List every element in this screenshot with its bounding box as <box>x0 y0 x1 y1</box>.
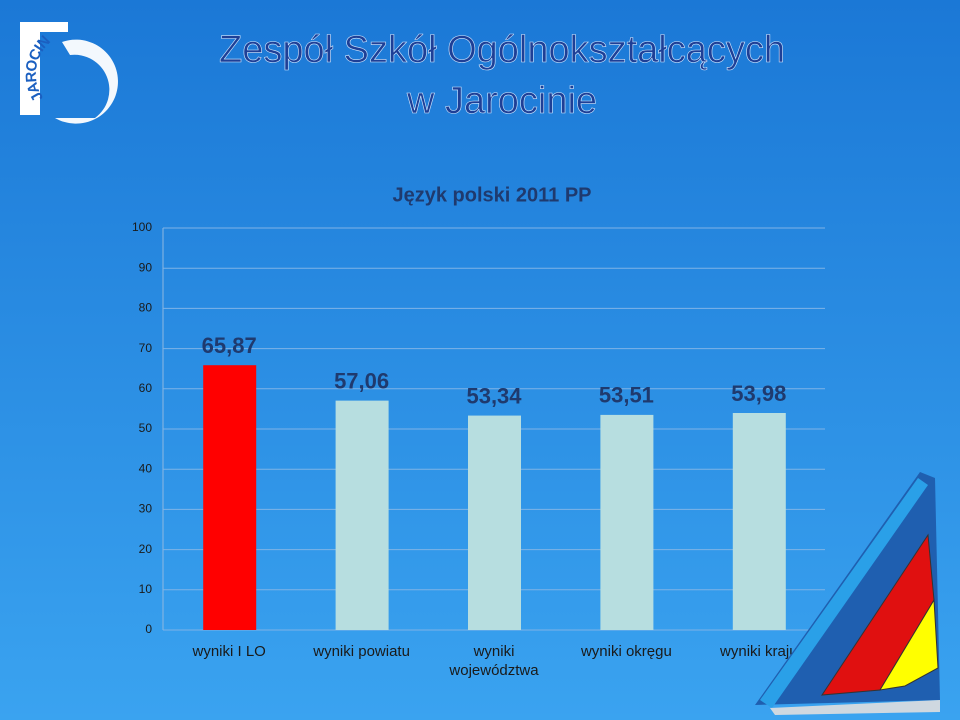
x-tick-label-box: wyniki powiatu <box>313 643 410 660</box>
slide-title: Zespół Szkół Ogólnokształcących <box>219 29 785 71</box>
data-label: 57,06 <box>334 368 389 393</box>
x-tick-label: wyniki kraju <box>720 643 798 660</box>
x-tick-label-box: wyniki I LO <box>192 643 266 660</box>
x-tick-label-box: wyniki kraju <box>720 643 798 660</box>
y-tick-label: 0 <box>145 622 152 636</box>
y-tick-label: 20 <box>139 542 153 556</box>
x-tick-label: wyniki powiatu <box>313 643 410 660</box>
data-label: 53,34 <box>466 383 522 408</box>
bar <box>732 413 786 630</box>
chart-title: Język polski 2011 PP <box>392 184 591 206</box>
y-tick-label: 70 <box>139 341 153 355</box>
x-tick-label-box: wyniki województwa <box>449 643 539 679</box>
x-tick-label: wyniki okręgu <box>580 643 672 660</box>
y-tick-label: 50 <box>139 421 153 435</box>
y-tick-label: 40 <box>139 461 153 475</box>
bar <box>335 400 389 630</box>
data-label: 53,51 <box>599 383 654 408</box>
slide-title: w Jarocinie <box>406 80 597 122</box>
x-tick-label: wyniki I LO <box>192 643 266 660</box>
bar <box>600 414 654 630</box>
y-tick-label: 10 <box>139 582 153 596</box>
data-label: 65,87 <box>202 333 257 358</box>
plot: 0 10 20 30 40 50 60 70 80 90 100 65,87 wyniki I LO 57… <box>132 220 825 679</box>
y-tick-label: 80 <box>139 301 153 315</box>
y-tick-label: 100 <box>132 220 152 234</box>
bar <box>203 365 257 630</box>
data-label: 53,98 <box>731 381 786 406</box>
x-tick-label: wyniki województwa <box>449 643 539 679</box>
x-tick-label-box: wyniki okręgu <box>580 643 672 660</box>
y-tick-label: 60 <box>139 381 153 395</box>
decoration <box>755 472 940 715</box>
bar <box>468 415 521 630</box>
y-tick-label: 90 <box>139 260 153 274</box>
y-tick-label: 30 <box>139 502 153 516</box>
